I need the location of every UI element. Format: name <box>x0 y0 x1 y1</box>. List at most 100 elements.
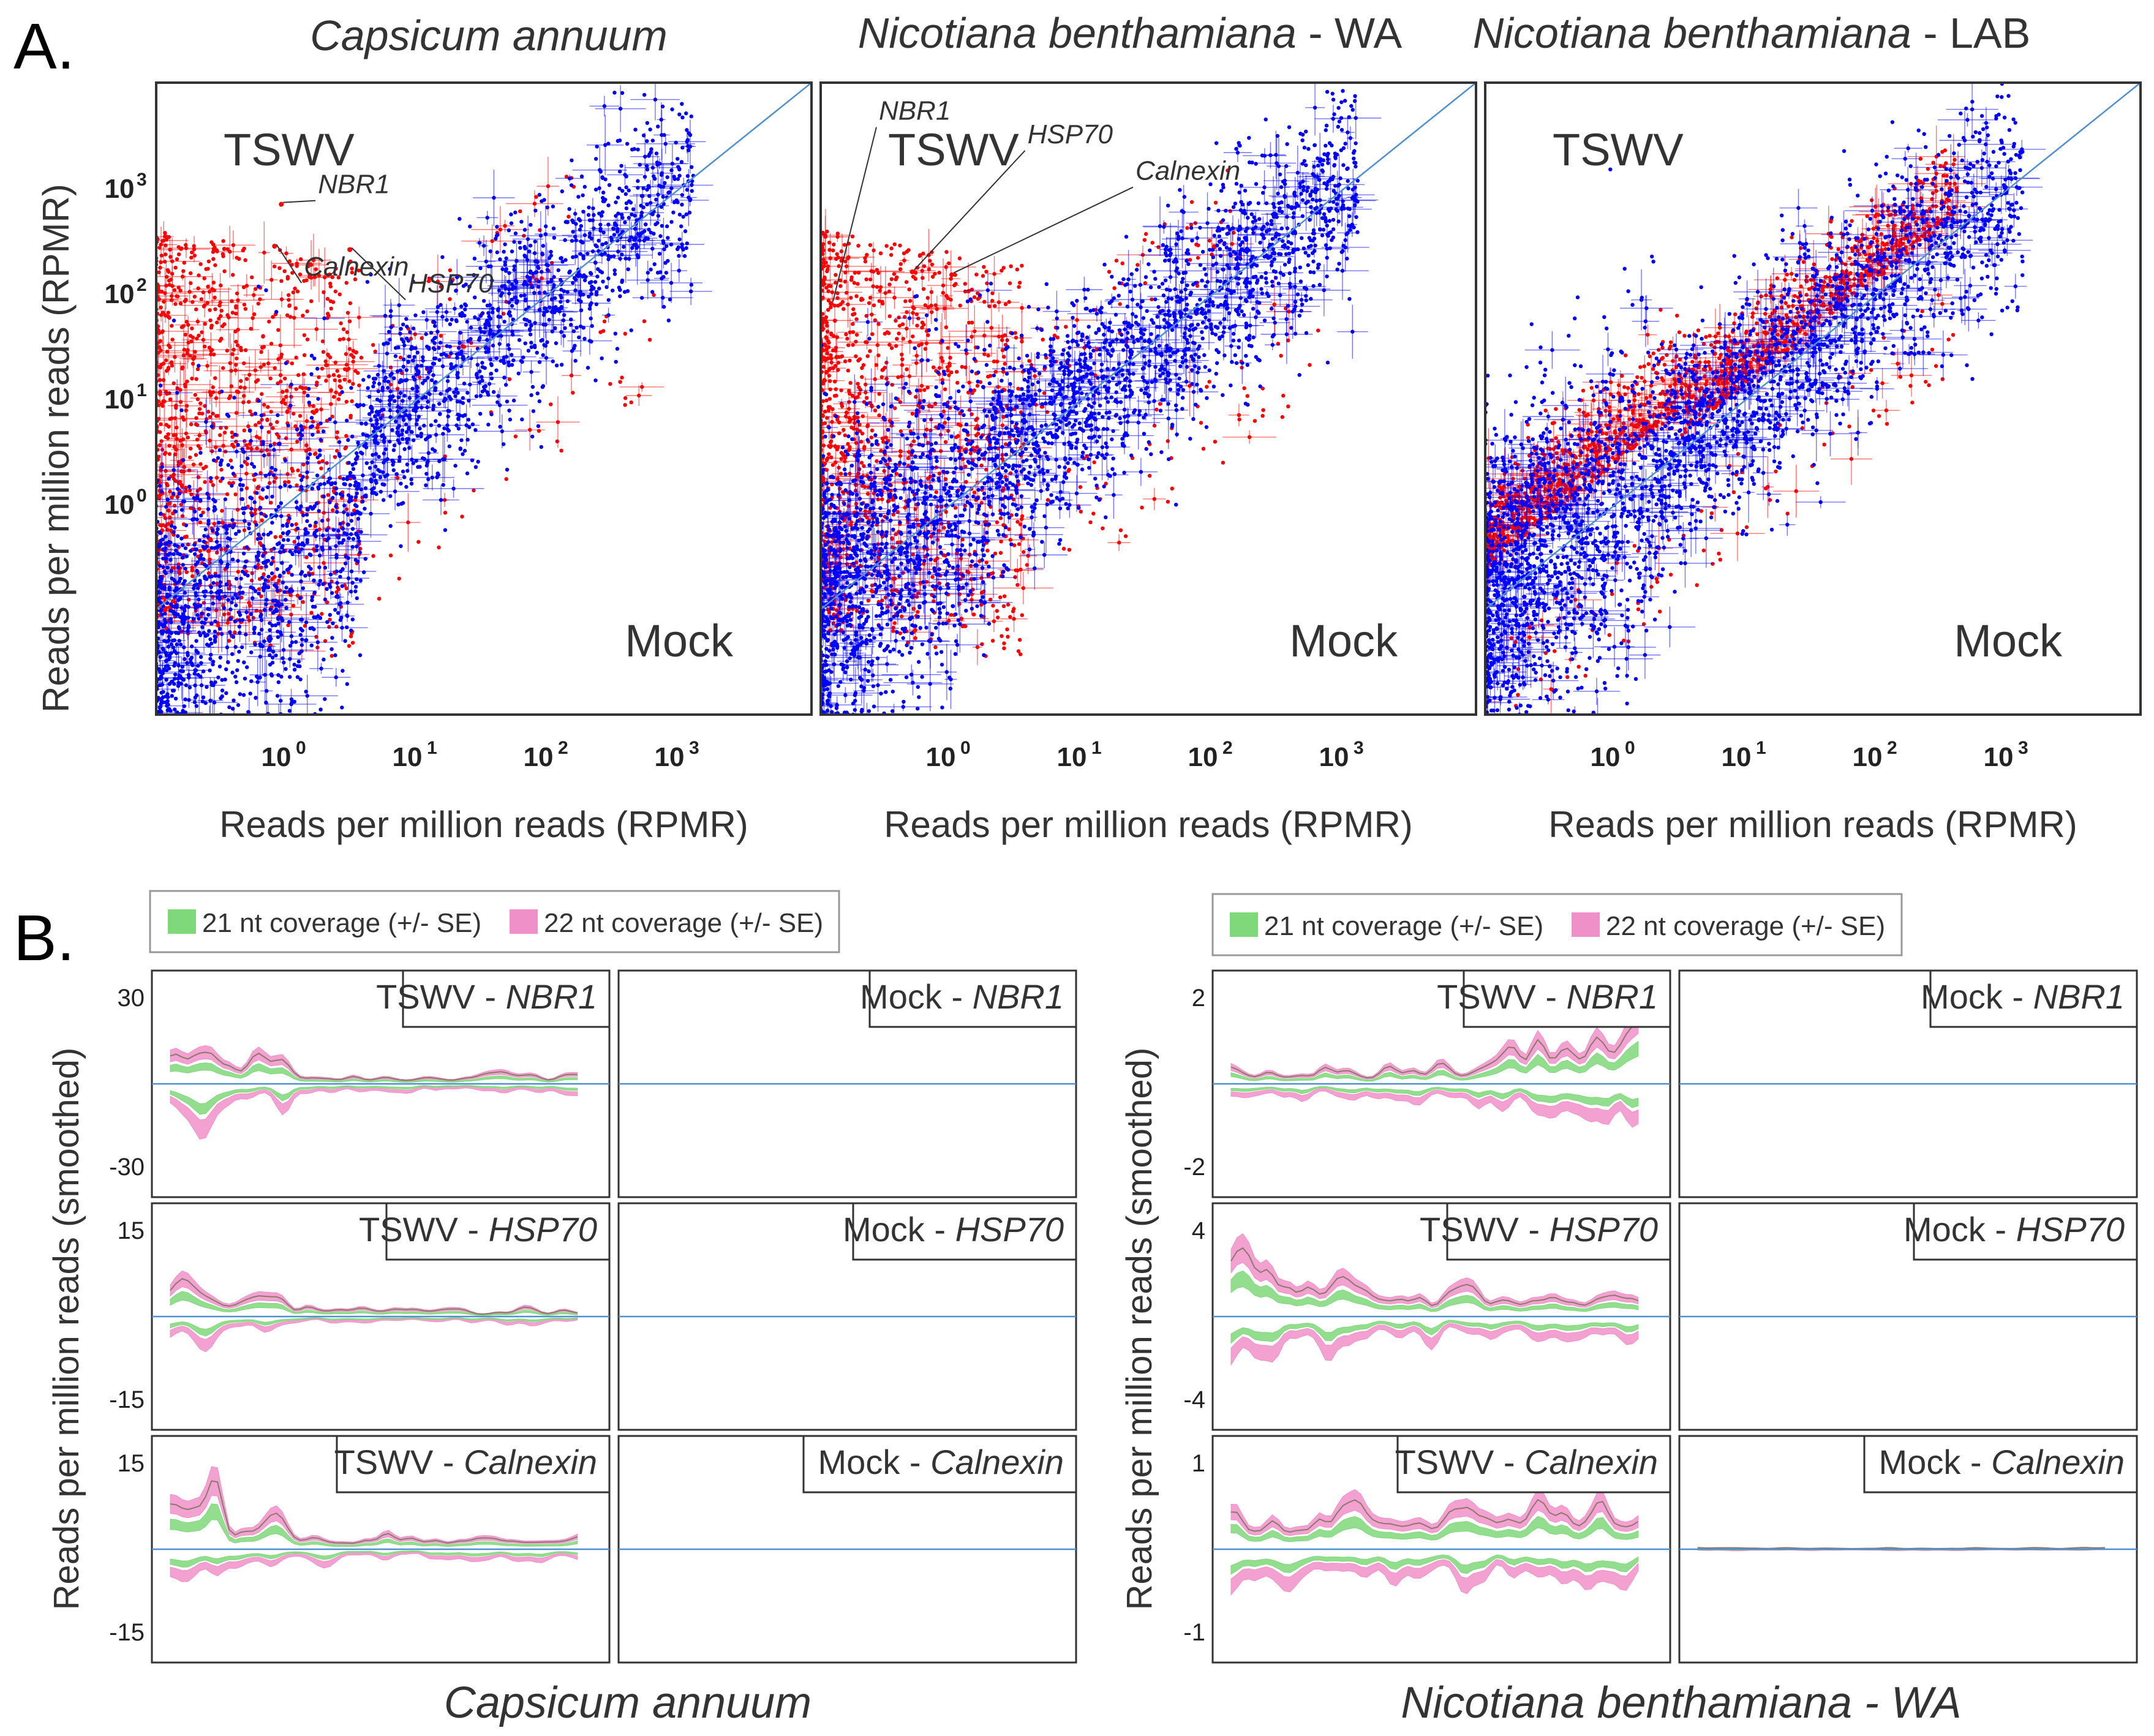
scatter-point <box>299 424 303 429</box>
scatter-point <box>348 473 352 478</box>
scatter-point <box>175 586 179 590</box>
scatter-point <box>642 319 647 323</box>
scatter-point <box>664 244 669 249</box>
scatter-point <box>278 630 282 634</box>
scatter-point <box>361 378 366 382</box>
scatter-point <box>164 235 168 239</box>
scatter-point <box>377 364 381 368</box>
scatter-point <box>639 203 643 208</box>
scatter-point <box>191 462 196 467</box>
scatter-point <box>190 250 194 255</box>
scatter-point <box>485 337 489 342</box>
scatter-point <box>407 446 412 450</box>
scatter-point <box>487 381 492 386</box>
scatter-point <box>265 689 269 693</box>
scatter-point <box>571 329 576 333</box>
scatter-point <box>581 292 586 297</box>
scatter-point <box>169 277 173 282</box>
scatter-point <box>242 449 246 454</box>
scatter-point <box>510 363 514 367</box>
scatter-point <box>268 646 272 650</box>
scatter-point <box>307 573 312 577</box>
scatter-point <box>411 358 415 363</box>
scatter-point <box>337 292 342 296</box>
scatter-point <box>169 642 174 647</box>
scatter-point <box>397 424 401 428</box>
scatter-point <box>254 522 258 527</box>
scatter-point <box>210 683 214 687</box>
scatter-point <box>327 625 331 629</box>
scatter-point <box>171 645 176 650</box>
scatter-point <box>445 344 449 348</box>
scatter-point <box>532 251 537 255</box>
scatter-point <box>238 692 243 696</box>
scatter-point <box>176 680 181 685</box>
scatter-point <box>160 404 165 408</box>
scatter-point <box>176 252 181 257</box>
scatter-point <box>333 378 337 383</box>
scatter-point <box>173 265 178 270</box>
scatter-point <box>183 697 187 702</box>
scatter-point <box>171 318 176 323</box>
scatter-point <box>562 334 567 338</box>
scatter-point <box>213 295 217 300</box>
scatter-point <box>315 640 320 645</box>
scatter-point <box>289 382 293 387</box>
scatter-point <box>578 290 582 294</box>
scatter-point <box>549 279 553 284</box>
scatter-point <box>311 410 315 414</box>
scatter-point <box>178 301 183 306</box>
scatter-point <box>229 369 233 373</box>
scatter-point <box>193 695 197 700</box>
scatter-point <box>611 227 616 231</box>
scatter-point <box>353 495 358 499</box>
scatter-point <box>589 291 593 296</box>
scatter-point <box>571 255 575 260</box>
scatter-point <box>462 448 467 453</box>
scatter-point <box>158 531 162 535</box>
scatter-point <box>163 611 167 616</box>
scatter-point <box>392 443 397 448</box>
scatter-point <box>314 267 318 271</box>
scatter-point <box>200 620 204 625</box>
scatter-point <box>317 509 321 513</box>
scatter-point <box>243 519 247 523</box>
scatter-point <box>536 424 541 428</box>
scatter-point <box>165 497 170 502</box>
scatter-point <box>631 207 636 211</box>
scatter-point <box>578 324 583 329</box>
scatter-point <box>441 457 445 462</box>
scatter-point <box>237 529 241 533</box>
scatter-point <box>287 298 291 302</box>
scatter-point <box>305 337 310 342</box>
scatter-point <box>601 279 605 284</box>
scatter-point <box>502 320 506 324</box>
scatter-point <box>468 224 472 228</box>
scatter-point <box>486 423 491 427</box>
scatter-point <box>513 295 518 299</box>
scatter-point <box>220 476 225 481</box>
scatter-point <box>249 439 253 443</box>
scatter-point <box>257 421 261 425</box>
scatter-point <box>353 483 357 488</box>
scatter-point <box>496 308 500 312</box>
scatter-point <box>587 231 592 236</box>
scatter-point <box>242 660 246 664</box>
scatter-point <box>159 363 164 367</box>
scatter-point <box>382 369 386 373</box>
scatter-point <box>330 647 334 652</box>
scatter-point <box>234 532 238 536</box>
scatter-point <box>383 314 388 318</box>
scatter-point <box>350 399 354 404</box>
scatter-point <box>322 290 326 295</box>
scatter-point <box>217 520 221 525</box>
scatter-point <box>346 522 350 527</box>
scatter-point <box>181 708 185 713</box>
scatter-point <box>287 620 292 624</box>
scatter-point <box>533 208 538 213</box>
scatter-point <box>523 341 527 345</box>
scatter-point <box>297 651 301 656</box>
scatter-point <box>228 607 233 612</box>
scatter-point <box>205 577 209 581</box>
scatter-point <box>664 271 669 275</box>
